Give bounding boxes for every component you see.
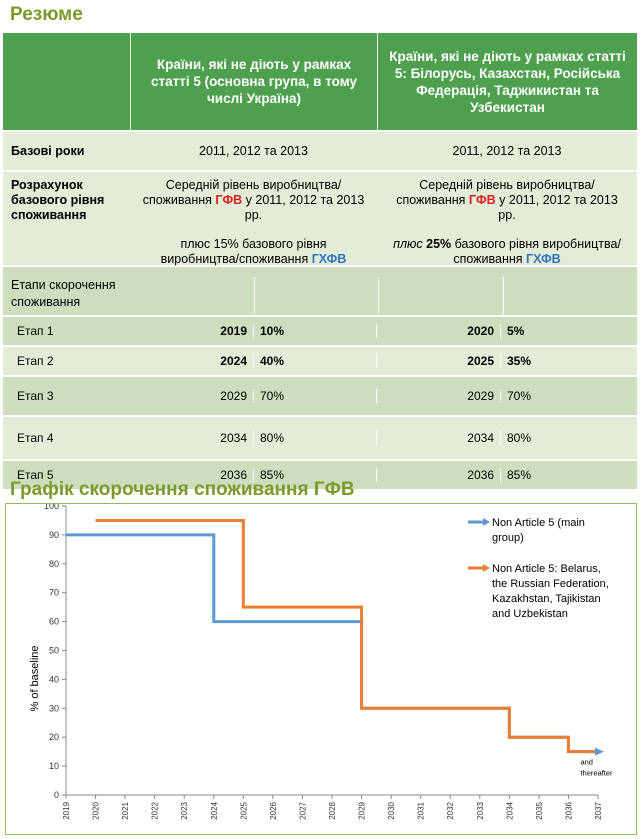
base-years-col1: 2011, 2012 та 2013 (199, 144, 308, 158)
x-tick-label: 2035 (535, 801, 544, 819)
x-tick-label: 2021 (121, 801, 130, 819)
x-tick-label: 2022 (151, 801, 160, 819)
x-tick-label: 2019 (62, 801, 71, 819)
hcfc-term: ГХФВ (311, 252, 347, 266)
x-tick-label: 2029 (358, 801, 367, 819)
x-tick-label: 2028 (328, 801, 337, 819)
x-tick-label: 2026 (269, 801, 278, 819)
stage-row: Етап 5 2036 85% 2036 85% (3, 459, 637, 489)
series-line (95, 518, 598, 754)
x-tick-label: 2027 (298, 801, 307, 819)
header-col-main-group: Країни, які не діють у рамках статті 5 (… (131, 33, 378, 130)
chart-title: Графік скорочення споживання ГФВ (10, 479, 355, 500)
calc-col2: Середній рівень виробництва/споживання Г… (393, 178, 621, 266)
stages-label-row: Етапи скорочення споживання (3, 265, 637, 315)
x-tick-label: 2032 (446, 801, 455, 819)
stage-row: Етап 3 2029 70% 2029 70% (3, 375, 637, 415)
summary-table: Країни, які не діють у рамках статті 5 (… (3, 33, 637, 489)
hfc-term: ГФВ (468, 193, 496, 207)
x-tick-label: 2034 (505, 801, 514, 819)
base-years-col2: 2011, 2012 та 2013 (452, 144, 562, 158)
stages-label: Етапи скорочення споживання (11, 278, 116, 309)
x-tick-label: 2023 (180, 801, 189, 819)
base-years-row: Базові роки 2011, 2012 та 2013 2011, 201… (3, 130, 637, 170)
y-tick-label: 20 (49, 732, 59, 742)
base-years-label: Базові роки (11, 144, 85, 158)
x-tick-label: 2030 (387, 801, 396, 819)
table-header: Країни, які не діють у рамках статті 5 (… (3, 33, 637, 130)
hfc-term: ГФВ (215, 193, 243, 207)
stage-row: Етап 1 2019 10% 2020 5% (3, 315, 637, 345)
chart-container: 0 10 20 30 40 50 60 70 80 90 100 2019 2020 2021 2022 20… (5, 501, 637, 835)
annotation-and: and (580, 758, 593, 767)
x-tick-label: 2033 (476, 801, 485, 819)
y-tick-label: 30 (49, 703, 59, 713)
calc-row: Розрахунок базового рівня споживання Сер… (3, 170, 637, 266)
arrow-icon (595, 747, 604, 756)
stage-row: Етап 4 2034 80% 2034 80% (3, 415, 637, 459)
legend-label: Non Article 5: Belarus, the Russian Feder… (492, 563, 609, 620)
y-tick-label: 10 (49, 761, 59, 771)
legend-arrow-icon (483, 564, 490, 572)
legend-arrow-icon (483, 518, 490, 526)
y-axis-label: % of baseline (29, 645, 41, 711)
x-tick-label: 2036 (564, 801, 573, 819)
x-tick-label: 2024 (210, 801, 219, 819)
summary-title: Резюме (10, 4, 83, 25)
calc-col1: Середній рівень виробництва/споживання Г… (142, 178, 365, 266)
y-tick-label: 60 (49, 617, 59, 627)
legend-label: Non Article 5 (main group) (492, 517, 585, 544)
y-tick-label: 70 (49, 588, 59, 598)
x-tick-label: 2020 (92, 801, 101, 819)
calc-label: Розрахунок базового рівня споживання (11, 178, 105, 222)
stage-row: Етап 2 2024 40% 2025 35% (3, 345, 637, 375)
x-tick-label: 2031 (417, 801, 426, 819)
y-tick-label: 50 (49, 646, 59, 656)
y-tick-label: 90 (49, 530, 59, 540)
header-col-second-group: Країни, які не діють у рамках статті 5: … (389, 48, 626, 115)
x-tick-label: 2025 (239, 801, 248, 819)
hcfc-term: ГХФВ (526, 252, 561, 266)
y-tick-label: 80 (49, 559, 59, 569)
annotation-thereafter: thereafter (580, 769, 613, 778)
y-tick-label: 40 (49, 674, 59, 684)
x-tick-label: 2037 (594, 801, 603, 819)
y-tick-label: 100 (44, 504, 59, 511)
y-tick-label: 0 (54, 790, 59, 800)
